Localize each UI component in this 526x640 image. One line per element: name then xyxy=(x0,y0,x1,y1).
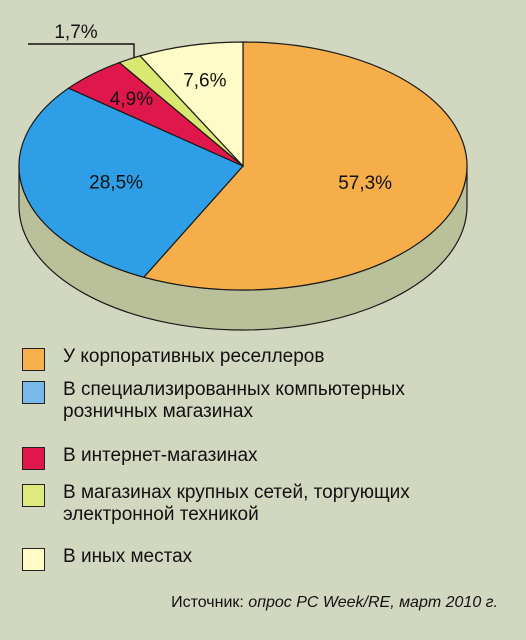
leader-line xyxy=(28,43,135,58)
legend-swatch-electronics-chains xyxy=(22,484,45,507)
label-specialized-stores: 28,5% xyxy=(89,172,143,193)
legend-swatch-specialized-stores xyxy=(22,381,45,404)
legend-item-specialized-stores: В специализированных компьютерных рознич… xyxy=(22,379,512,423)
label-online-stores: 4,9% xyxy=(110,89,153,110)
legend-swatch-other-places xyxy=(22,548,45,571)
legend-item-other-places: В иных местах xyxy=(22,546,512,571)
label-other-places: 7,6% xyxy=(183,70,226,91)
legend-item-online-stores: В интернет-магазинах xyxy=(22,445,512,470)
legend-label-specialized-stores: В специализированных компьютерных рознич… xyxy=(63,379,405,422)
pie-labels: 57,3% 28,5% 4,9% 1,7% 7,6% xyxy=(28,22,392,194)
legend-label-online-stores: В интернет-магазинах xyxy=(63,445,258,466)
pie-chart: 57,3% 28,5% 4,9% 1,7% 7,6% xyxy=(18,22,468,331)
legend-label-other-places: В иных местах xyxy=(63,546,193,567)
legend-swatch-online-stores xyxy=(22,447,45,470)
label-resellers: 57,3% xyxy=(338,173,392,194)
slice-specialized-stores xyxy=(18,87,244,278)
source-note: Источник: опрос PC Week/RE, март 2010 г. xyxy=(171,594,498,612)
legend-swatch-resellers xyxy=(22,348,45,371)
legend-item-electronics-chains: В магазинах крупных сетей, торгующих эле… xyxy=(22,482,512,526)
source-publication: опрос PC Week/RE, март 2010 г. xyxy=(248,594,498,611)
legend-label-resellers: У корпоративных реселлеров xyxy=(63,346,325,367)
legend-item-resellers: У корпоративных реселлеров xyxy=(22,346,512,371)
source-prefix: Источник: xyxy=(171,594,249,611)
pie-slices xyxy=(18,41,468,291)
slice-other-places xyxy=(138,41,244,168)
slice-resellers xyxy=(142,41,468,291)
legend-label-electronics-chains: В магазинах крупных сетей, торгующих эле… xyxy=(63,482,410,525)
label-electronics-chains: 1,7% xyxy=(54,22,97,43)
